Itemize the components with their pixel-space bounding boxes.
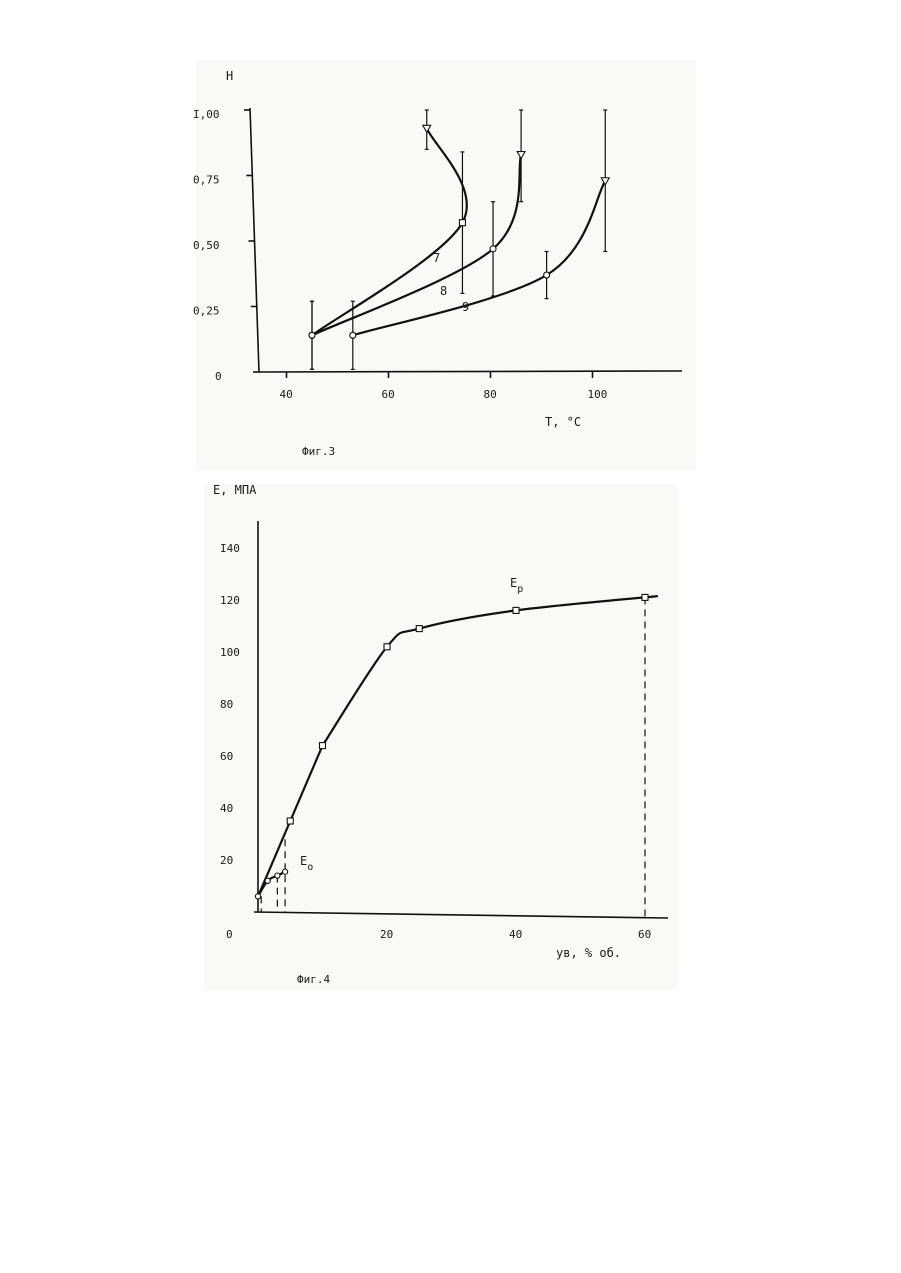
fig4-series-label-Ep: Ep	[510, 576, 523, 595]
fig3-point-7	[459, 220, 465, 226]
fig3-y-axis-label: H	[226, 69, 233, 83]
fig3-curve-7	[312, 128, 467, 335]
fig4-point-Ep	[416, 626, 422, 632]
fig4-point-Eo	[275, 873, 280, 878]
fig3-y-tick-label: 0,25	[193, 305, 220, 318]
fig3-y-tick-label: 0	[215, 370, 222, 383]
fig4-point-Ep	[287, 818, 293, 824]
fig3-series-label-7: 7	[433, 251, 440, 265]
fig3-y-axis	[250, 108, 259, 372]
fig3-x-tick-label: 80	[484, 388, 497, 401]
fig3-x-tick-label: 40	[280, 388, 293, 401]
fig4-x-tick-label: 60	[638, 928, 651, 941]
fig4-curve-Ep	[258, 596, 658, 896]
fig4-point-Ep	[384, 644, 390, 650]
fig3-series-label-9: 9	[462, 300, 469, 314]
fig3-point-8	[490, 246, 496, 252]
fig3-y-tick-label: 0,75	[193, 174, 220, 187]
fig3-y-tick-label: I,00	[193, 108, 220, 121]
fig4-y-tick-label: 120	[220, 594, 240, 607]
fig4-x-tick-label: 40	[509, 928, 522, 941]
fig4-y-tick-label: 80	[220, 698, 233, 711]
fig3-caption: Фиг.3	[302, 445, 335, 458]
fig4-point-Ep	[320, 743, 326, 749]
fig4-x-tick-label: 0	[226, 928, 233, 941]
fig4-y-tick-label: 40	[220, 802, 233, 815]
fig4-point-Eo	[265, 878, 270, 883]
fig3-curve-8	[312, 155, 521, 336]
fig3-x-tick-label: 100	[588, 388, 608, 401]
fig3-point-8	[517, 152, 525, 159]
fig4-point-Ep	[513, 607, 519, 613]
fig3-x-axis-label: T, °C	[545, 415, 581, 429]
fig3-point-8	[309, 332, 315, 338]
fig3-y-tick-label: 0,50	[193, 239, 220, 252]
fig3-x-axis	[259, 371, 682, 372]
fig4-y-tick-label: 20	[220, 854, 233, 867]
fig4-point-Ep	[642, 594, 648, 600]
fig3-point-9	[350, 332, 356, 338]
fig4-y-axis-label: E, МПА	[213, 483, 257, 497]
fig4-curve-Eo	[258, 872, 285, 897]
fig4-y-tick-label: 100	[220, 646, 240, 659]
fig3-series-label-8: 8	[440, 284, 447, 298]
fig4-x-tick-label: 20	[380, 928, 393, 941]
figure-4-chart: E, МПА yв, % об. Фиг.4 20 40 60 80 100 120 I40…	[213, 483, 668, 986]
fig4-point-Eo	[282, 869, 287, 874]
fig4-caption: Фиг.4	[297, 973, 330, 986]
fig4-point-Eo	[255, 894, 260, 899]
fig4-y-tick-label: I40	[220, 542, 240, 555]
fig4-series-label-Eo: Eo	[300, 854, 313, 873]
fig4-x-axis-label: yв, % об.	[556, 946, 621, 960]
fig4-y-tick-label: 60	[220, 750, 233, 763]
fig4-x-axis	[254, 912, 668, 918]
fig3-x-tick-label: 60	[382, 388, 395, 401]
figure-3-chart: H T, °C Фиг.3 0 0,25 0,50 0,75 I,00 40 60 80 10…	[193, 69, 682, 458]
fig3-point-9	[544, 272, 550, 278]
fig3-point-9	[601, 178, 609, 185]
